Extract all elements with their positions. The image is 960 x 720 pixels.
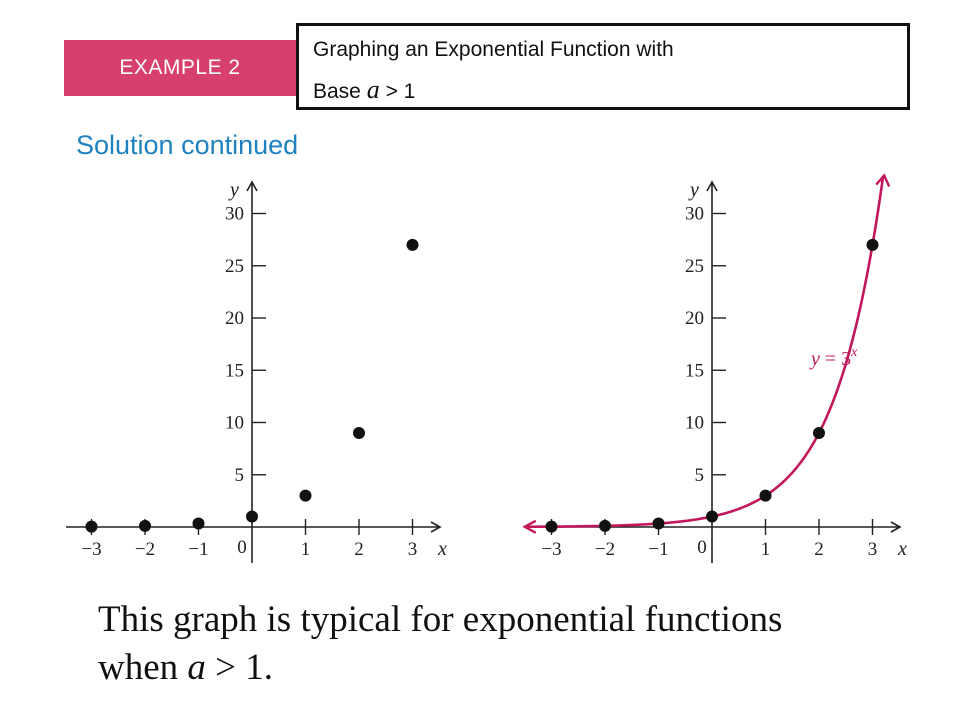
title-variable: a [366, 74, 380, 104]
data-point [192, 517, 205, 530]
x-tick-label: −3 [541, 539, 561, 560]
y-tick-label: 30 [225, 204, 244, 225]
x-axis-label: x [437, 538, 447, 560]
example-badge: EXAMPLE 2 [64, 40, 296, 96]
example-label: EXAMPLE 2 [119, 56, 241, 79]
data-point [866, 238, 879, 251]
y-tick-label: 15 [225, 360, 244, 381]
function-label: y = 3x [809, 345, 858, 370]
data-point [85, 520, 98, 533]
data-point [353, 426, 365, 439]
subtitle: Solution continued [76, 130, 299, 160]
x-tick-label: −2 [135, 539, 155, 560]
x-tick-label: −1 [188, 539, 208, 560]
caption-line-2: when a > 1. [98, 644, 918, 692]
x-tick-label: 3 [868, 539, 878, 560]
y-tick-label: 5 [695, 465, 705, 486]
data-point [545, 520, 558, 533]
y-axis-label: y [688, 179, 699, 201]
x-axis-arrow [430, 521, 442, 533]
x-tick-label: 2 [814, 539, 824, 560]
y-tick-label: 5 [235, 465, 245, 486]
title-box: Graphing an Exponential Function with Ba… [296, 23, 910, 110]
title-line-1: Graphing an Exponential Function with [313, 38, 674, 61]
caption-line-1: This graph is typical for exponential fu… [98, 599, 783, 640]
y-tick-label: 15 [685, 360, 704, 381]
x-tick-label: 2 [354, 539, 364, 560]
x-tick-label: −2 [595, 539, 615, 560]
x-tick-label: 1 [761, 539, 771, 560]
data-point [813, 426, 825, 439]
y-axis-label: y [228, 179, 239, 201]
y-tick-label: 20 [685, 308, 704, 329]
curve-top-arrow [875, 173, 891, 188]
y-tick-label: 10 [685, 413, 704, 434]
exponential-curve [524, 175, 885, 529]
y-tick-label: 20 [225, 308, 244, 329]
y-axis-arrow [706, 180, 718, 192]
x-axis-arrow [890, 521, 902, 533]
origin-label: 0 [237, 537, 247, 558]
caption-variable: a [187, 647, 206, 688]
data-point [599, 519, 611, 532]
caption: This graph is typical for exponential fu… [98, 596, 918, 692]
x-tick-label: 3 [408, 539, 418, 560]
data-point [299, 489, 312, 502]
y-tick-label: 25 [685, 256, 704, 277]
caption-when: when [98, 647, 179, 688]
title-base-word: Base [313, 79, 361, 103]
caption-condition: > 1. [215, 647, 274, 688]
y-tick-label: 10 [225, 413, 244, 434]
data-point [652, 517, 665, 530]
scatter-plot-points: −3 −2 −1 1 2 3 5 10 15 20 25 30 0 x y [66, 179, 447, 563]
data-point [759, 489, 772, 502]
y-axis-arrow [246, 180, 258, 192]
x-tick-label: −1 [648, 539, 668, 560]
origin-label: 0 [697, 537, 707, 558]
title-line-2: Base a > 1 [313, 68, 907, 112]
curve-left-arrow [522, 519, 537, 534]
title-condition: > 1 [385, 79, 416, 103]
x-tick-label: −3 [81, 539, 101, 560]
data-point [139, 519, 151, 532]
exponential-curve-plot: −3 −2 −1 1 2 3 5 10 15 20 25 30 0 x y y = 3x [522, 173, 907, 563]
x-tick-label: 1 [301, 539, 311, 560]
y-tick-label: 30 [685, 204, 704, 225]
data-point [406, 238, 419, 251]
data-point [706, 510, 718, 523]
x-axis-label: x [897, 538, 907, 560]
data-point [246, 510, 258, 523]
y-tick-label: 25 [225, 256, 244, 277]
